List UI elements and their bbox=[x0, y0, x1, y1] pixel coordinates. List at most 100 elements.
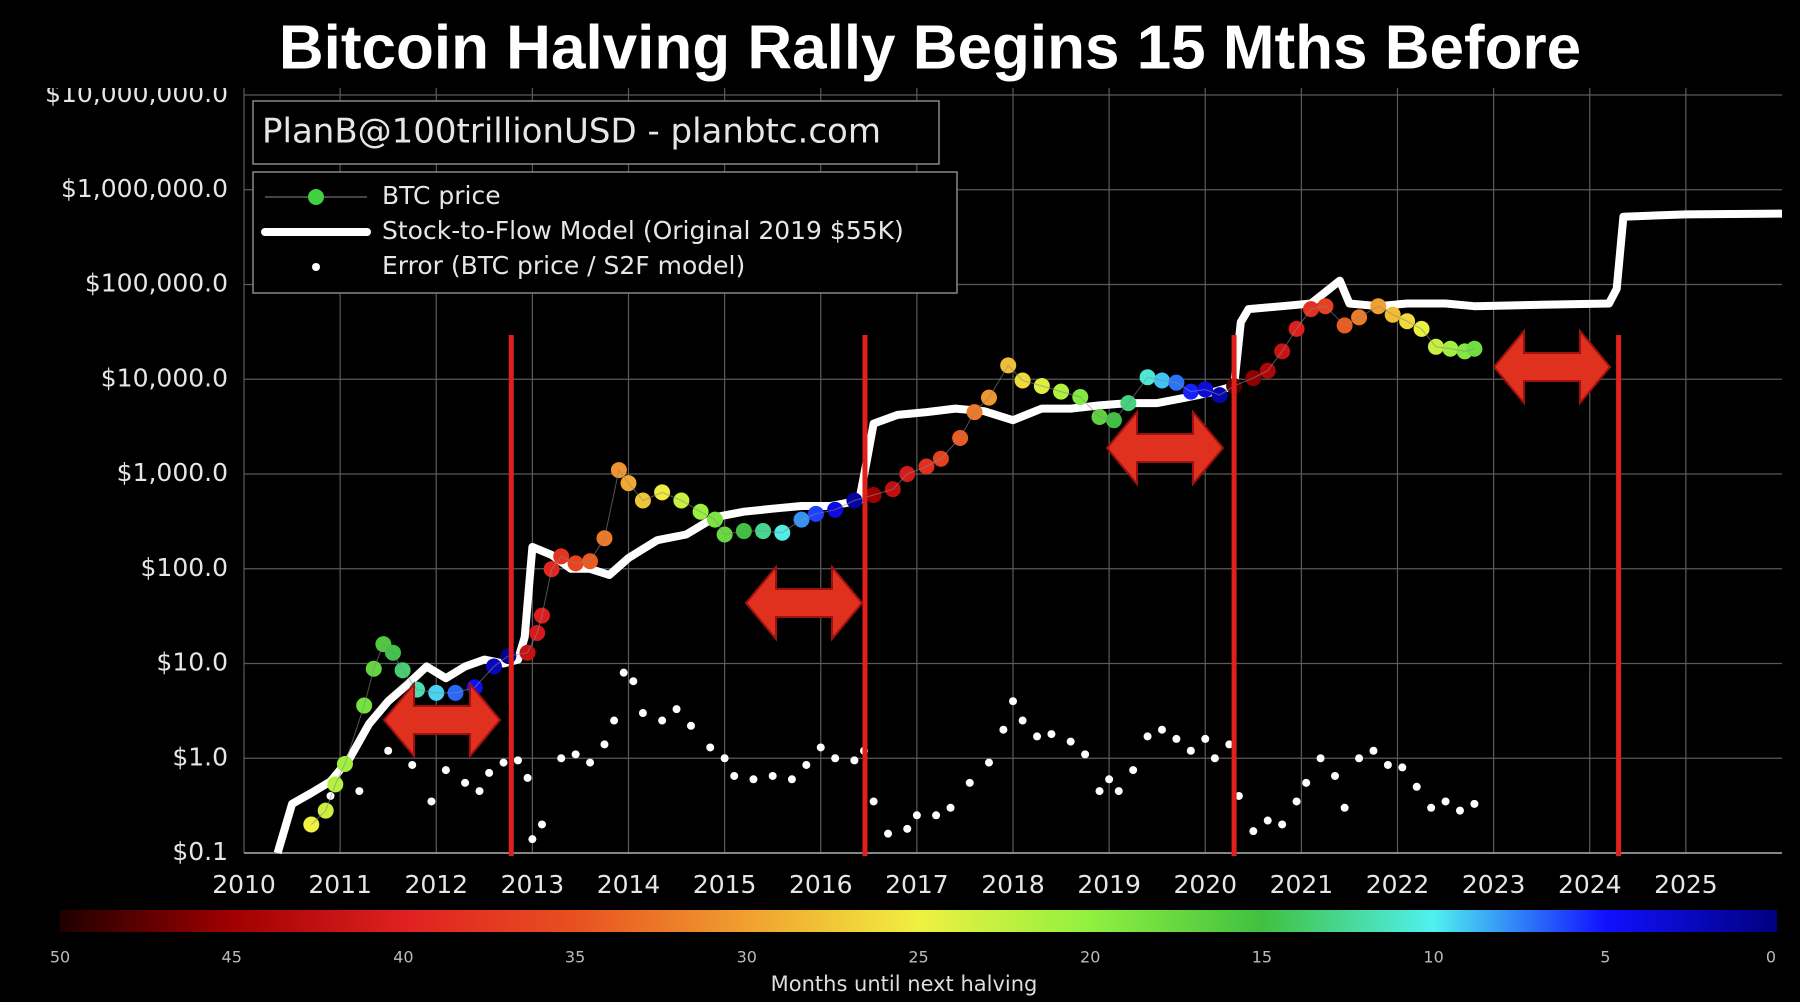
error-point bbox=[557, 754, 566, 763]
error-point bbox=[1234, 791, 1243, 800]
colorbar-tick-label: 35 bbox=[565, 948, 585, 967]
error-point bbox=[884, 829, 893, 838]
colorbar-tick-label: 10 bbox=[1423, 948, 1443, 967]
error-point bbox=[658, 716, 667, 725]
error-point bbox=[1114, 787, 1123, 796]
error-point bbox=[802, 760, 811, 769]
x-tick-label: 2025 bbox=[1654, 870, 1718, 899]
x-tick-label: 2014 bbox=[597, 870, 661, 899]
error-point bbox=[475, 787, 484, 796]
error-point bbox=[1129, 766, 1138, 775]
colorbar-tick-label: 40 bbox=[393, 948, 413, 967]
x-tick-label: 2015 bbox=[693, 870, 757, 899]
colorbar-tick-label: 50 bbox=[50, 948, 70, 967]
error-point bbox=[912, 811, 921, 820]
x-tick-label: 2019 bbox=[1077, 870, 1141, 899]
error-point bbox=[1210, 754, 1219, 763]
error-point bbox=[384, 746, 393, 755]
error-point bbox=[965, 778, 974, 787]
error-point bbox=[1263, 816, 1272, 825]
error-point bbox=[408, 760, 417, 769]
error-point bbox=[903, 824, 912, 833]
x-axis: 2010 2011 2012 2013 2014 2015 2016 2017 2018 2019… bbox=[212, 870, 1718, 899]
error-point bbox=[1278, 820, 1287, 829]
error-point bbox=[1302, 778, 1311, 787]
y-tick-label: $100,000.0 bbox=[85, 269, 228, 298]
error-point bbox=[528, 835, 537, 844]
x-tick-label: 2018 bbox=[981, 870, 1045, 899]
colorbar-tick-label: 15 bbox=[1252, 948, 1272, 967]
y-tick-label: $10,000.0 bbox=[101, 363, 228, 392]
error-point bbox=[1157, 725, 1166, 734]
error-point bbox=[730, 771, 739, 780]
error-point bbox=[1105, 775, 1114, 784]
error-point bbox=[1331, 771, 1340, 780]
colorbar-tick-label: 0 bbox=[1766, 948, 1776, 967]
error-point bbox=[787, 775, 796, 784]
error-point bbox=[586, 758, 595, 767]
error-point bbox=[1470, 799, 1479, 808]
error-point bbox=[1455, 806, 1464, 815]
error-point bbox=[571, 750, 580, 759]
error-point bbox=[441, 766, 450, 775]
y-tick-label: $1,000,000.0 bbox=[61, 174, 228, 203]
error-point bbox=[1009, 697, 1017, 706]
error-point bbox=[1201, 734, 1210, 743]
x-tick-label: 2012 bbox=[404, 870, 468, 899]
error-point bbox=[427, 797, 436, 806]
x-tick-label: 2022 bbox=[1366, 870, 1430, 899]
x-tick-label: 2016 bbox=[789, 870, 853, 899]
x-tick-label: 2011 bbox=[308, 870, 372, 899]
halving-lines bbox=[508, 335, 1622, 856]
y-tick-label: $1.0 bbox=[172, 742, 228, 771]
error-point bbox=[619, 668, 628, 677]
x-tick-label: 2017 bbox=[885, 870, 949, 899]
x-tick-label: 2023 bbox=[1462, 870, 1526, 899]
y-tick-label: $10.0 bbox=[156, 648, 228, 677]
x-tick-label: 2021 bbox=[1270, 870, 1334, 899]
y-tick-label: $0.1 bbox=[172, 837, 228, 866]
error-point bbox=[946, 803, 955, 812]
error-point bbox=[1412, 782, 1421, 791]
colorbar-tick-label: 25 bbox=[908, 948, 928, 967]
error-point bbox=[706, 743, 715, 752]
error-point bbox=[461, 778, 470, 787]
watermark-box bbox=[252, 100, 940, 165]
watermark: PlanB@100trillionUSD - planbtc.com bbox=[262, 112, 881, 152]
x-tick-label: 2024 bbox=[1558, 870, 1622, 899]
error-point bbox=[1398, 763, 1407, 772]
colorbar-tick-label: 5 bbox=[1600, 948, 1610, 967]
error-point bbox=[1249, 827, 1258, 836]
error-point bbox=[816, 743, 825, 752]
error-point bbox=[355, 787, 364, 796]
error-point bbox=[610, 716, 619, 725]
error-point bbox=[499, 758, 508, 767]
error-point bbox=[1427, 803, 1436, 812]
error-point bbox=[1383, 760, 1392, 769]
error-point bbox=[537, 820, 546, 829]
error-point bbox=[326, 791, 335, 800]
error-point bbox=[869, 797, 878, 806]
legend-label: BTC price bbox=[382, 181, 501, 210]
error-point bbox=[523, 773, 532, 782]
error-point bbox=[1369, 746, 1378, 755]
s2f-line bbox=[273, 209, 1783, 855]
legend-marker bbox=[308, 189, 324, 205]
legend-marker bbox=[312, 263, 320, 271]
colorbar-label: Months until next halving bbox=[771, 972, 1038, 996]
error-point bbox=[1081, 750, 1090, 759]
error-point bbox=[1355, 754, 1364, 763]
legend: BTC price Stock-to-Flow Model (Original 2… bbox=[261, 181, 904, 280]
error-point bbox=[638, 709, 647, 718]
error-point bbox=[1292, 797, 1301, 806]
title-band bbox=[0, 0, 1800, 88]
error-point bbox=[1066, 737, 1075, 746]
error-point bbox=[1340, 803, 1349, 812]
error-point bbox=[1172, 734, 1181, 743]
y-tick-label: $100.0 bbox=[141, 553, 228, 582]
error-point bbox=[513, 756, 522, 765]
error-point bbox=[1018, 716, 1027, 725]
legend-label: Error (BTC price / S2F model) bbox=[382, 251, 745, 280]
